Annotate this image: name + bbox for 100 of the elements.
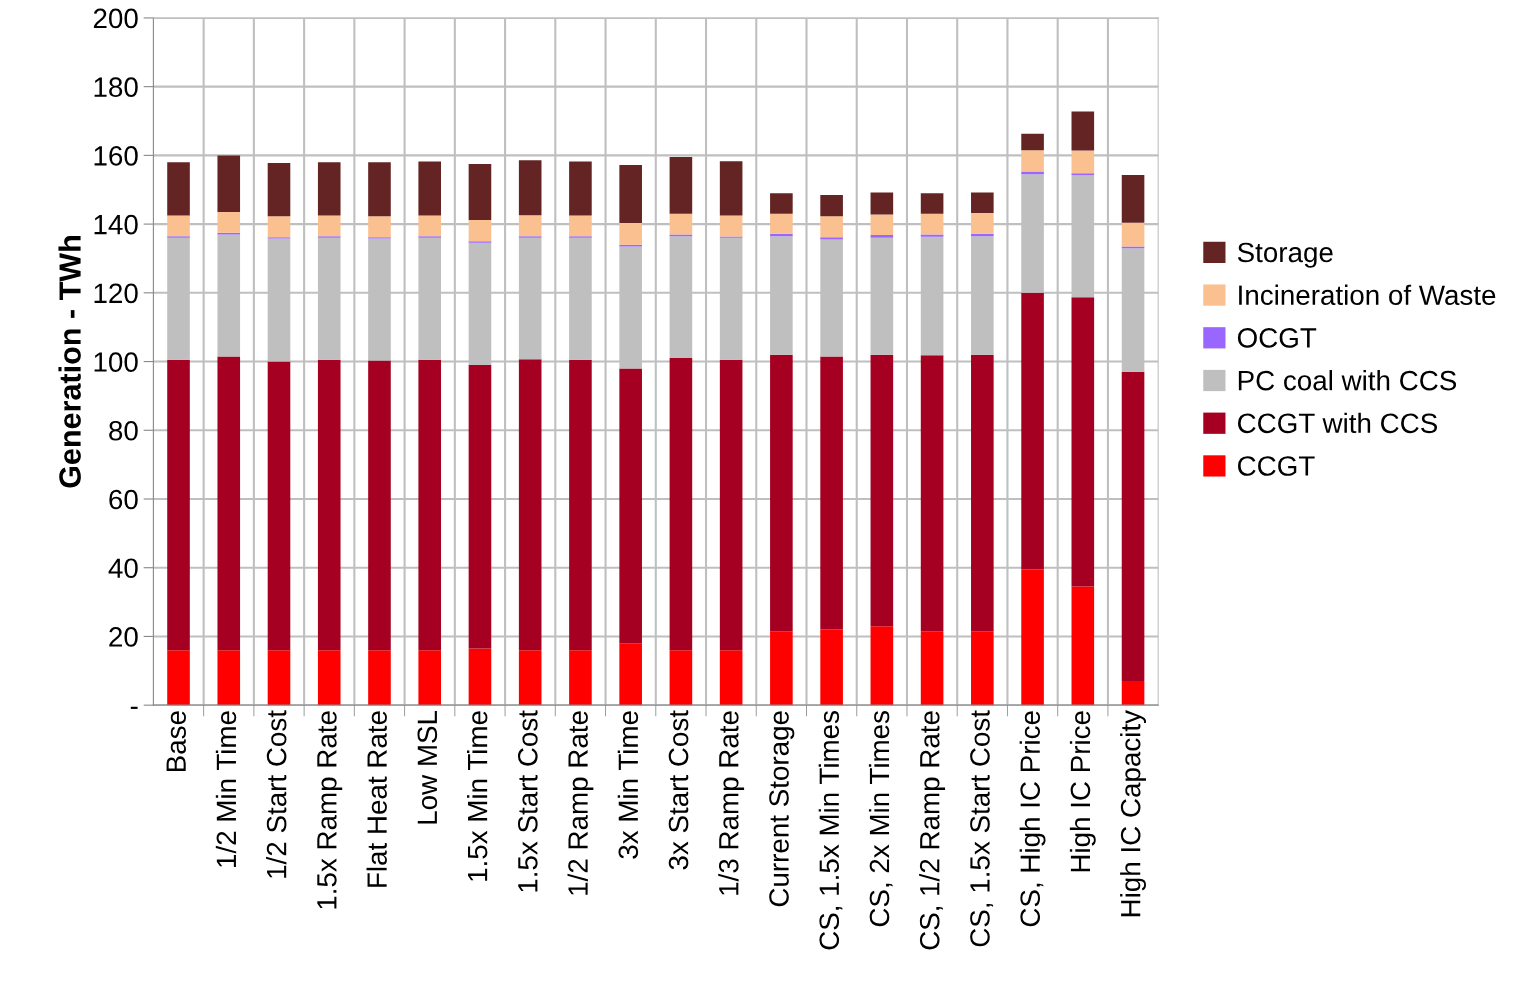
bar xyxy=(770,354,793,632)
bar xyxy=(1121,681,1145,706)
y-tick-label: - xyxy=(130,706,138,709)
x-tick-label: 1/2 Start Cost xyxy=(266,710,287,878)
bar xyxy=(267,162,291,217)
legend-label: Incineration of Waste xyxy=(1239,284,1496,306)
bar xyxy=(569,650,592,706)
bar xyxy=(1021,292,1044,570)
bar xyxy=(1121,371,1145,682)
legend-label: OCGT xyxy=(1237,328,1317,348)
y-tick-label: 180 xyxy=(94,77,138,97)
bar xyxy=(870,192,894,215)
bar xyxy=(770,193,793,214)
x-tick-label: 3x Min Time xyxy=(617,711,639,859)
bar xyxy=(971,631,994,706)
bar xyxy=(569,161,592,216)
bar xyxy=(418,650,442,706)
bar xyxy=(1071,586,1095,706)
bar xyxy=(569,359,592,651)
bar xyxy=(217,212,241,233)
bar xyxy=(820,194,843,217)
legend-label: CCGT with CCS xyxy=(1238,412,1438,434)
bar xyxy=(368,216,391,238)
y-tick-label: 20 xyxy=(109,627,138,647)
x-tick-label: CS, 1.5x Start Cost xyxy=(970,710,994,947)
bar xyxy=(719,359,743,651)
bar xyxy=(217,155,241,213)
bar xyxy=(719,650,743,706)
x-tick-label: Low MSL xyxy=(417,710,438,824)
x-tick-label: 3x Start Cost xyxy=(668,710,689,870)
bar xyxy=(368,360,391,651)
bar xyxy=(1021,133,1044,151)
bar xyxy=(669,213,693,235)
bar xyxy=(368,162,391,217)
bar xyxy=(971,192,994,214)
bar xyxy=(1071,297,1095,587)
bar xyxy=(418,359,442,651)
bar xyxy=(619,223,642,245)
legend-label: PC coal with CCS xyxy=(1238,370,1457,391)
bar xyxy=(870,235,894,238)
x-tick-label: 1.5x Min Time xyxy=(467,711,488,881)
y-tick-label: 120 xyxy=(94,283,138,304)
bar xyxy=(920,631,944,706)
y-tick-label: 100 xyxy=(94,352,138,372)
y-tick-label: 140 xyxy=(94,214,138,235)
bar xyxy=(870,214,894,236)
y-tick-label: 80 xyxy=(109,420,138,441)
bar xyxy=(468,219,492,242)
x-tick-label: High IC Price xyxy=(1069,711,1096,872)
bar xyxy=(1021,150,1044,172)
bar xyxy=(669,157,693,214)
x-tick-label: High IC Capacity xyxy=(1120,710,1146,917)
bar xyxy=(267,650,291,706)
bar xyxy=(669,650,693,706)
bar xyxy=(619,165,642,224)
x-tick-label: Flat Heat Rate xyxy=(366,711,387,887)
y-tick-label: 200 xyxy=(93,8,138,29)
bar xyxy=(167,359,190,651)
x-tick-label: CS, 1.5x Min Times xyxy=(818,711,843,950)
bar xyxy=(920,213,944,235)
bar xyxy=(267,216,291,238)
bar xyxy=(267,361,291,651)
x-tick-label: 1/2 Min Time xyxy=(215,711,237,867)
bar xyxy=(1071,111,1095,151)
bar xyxy=(820,216,843,238)
bar xyxy=(820,629,843,706)
bar xyxy=(518,359,542,651)
x-tick-label: Base xyxy=(166,711,186,772)
bar xyxy=(920,355,944,632)
bar xyxy=(317,215,341,237)
bar xyxy=(518,160,542,216)
x-tick-label: 1.5x Ramp Rate xyxy=(317,711,343,909)
bar xyxy=(619,368,642,644)
bar xyxy=(870,354,894,627)
bar xyxy=(418,215,442,237)
bar xyxy=(619,643,642,706)
x-tick-label: Current Storage xyxy=(769,711,795,907)
x-tick-label: CS, 2x Min Times xyxy=(868,711,893,927)
bar xyxy=(770,631,793,706)
legend-label: CCGT xyxy=(1238,456,1315,476)
bar xyxy=(1021,569,1044,706)
bar xyxy=(920,234,944,237)
x-tick-label: 1/2 Ramp Rate xyxy=(567,711,594,895)
bar xyxy=(167,162,190,216)
bar xyxy=(317,162,341,216)
x-tick-label: 1.5x Start Cost xyxy=(517,710,538,892)
bar xyxy=(317,359,341,651)
bar xyxy=(770,213,793,234)
bar xyxy=(971,354,994,632)
bar xyxy=(167,215,190,237)
bar xyxy=(1071,173,1095,176)
legend-label: Storage xyxy=(1237,242,1333,268)
bar xyxy=(217,356,241,651)
bar xyxy=(167,650,190,706)
x-tick-label: CS, High IC Price xyxy=(1019,711,1046,927)
y-axis-title: Generation - TWh xyxy=(58,236,81,488)
bar xyxy=(971,213,994,234)
y-tick-label: 160 xyxy=(94,146,138,166)
bar xyxy=(368,650,391,706)
x-tick-label: 1/3 Ramp Rate xyxy=(718,711,745,895)
